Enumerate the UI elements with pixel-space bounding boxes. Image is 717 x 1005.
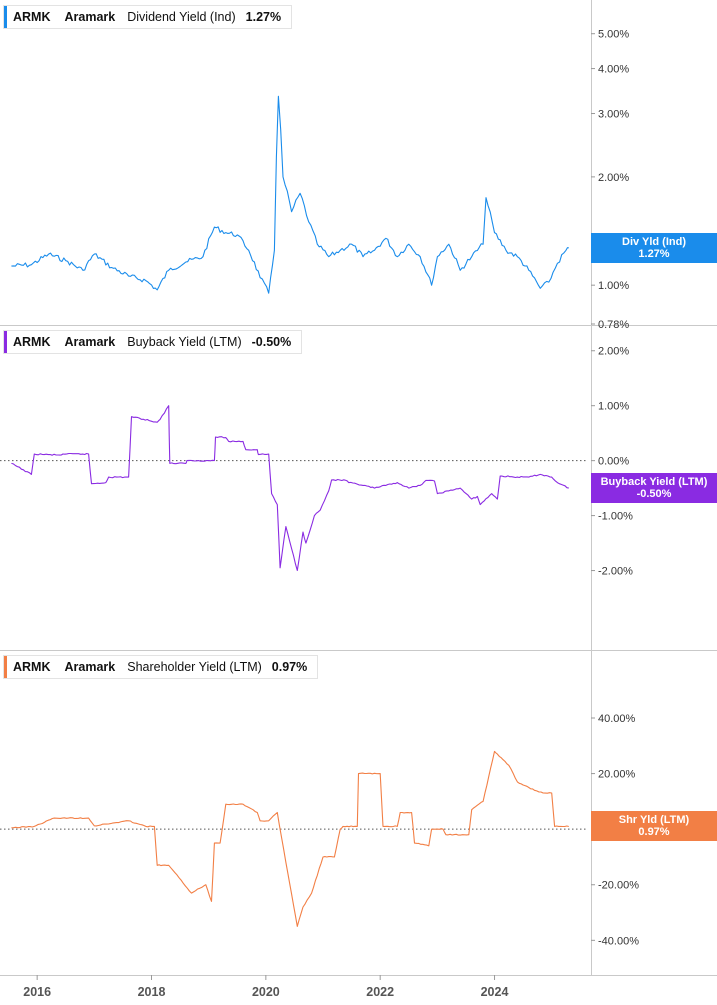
y-tick-label: -1.00% — [598, 511, 633, 523]
series-line — [11, 750, 569, 927]
legend-ticker: ARMK — [13, 10, 51, 24]
series-line — [11, 95, 569, 294]
y-tick-label: 0.00% — [598, 456, 629, 468]
badge-label: Buyback Yield (LTM) — [600, 476, 708, 489]
legend-value: -0.50% — [251, 335, 292, 349]
legend-value: 1.27% — [245, 10, 282, 24]
badge-value: 0.97% — [638, 826, 670, 839]
legend-company: Aramark — [64, 660, 116, 674]
badge-label: Shr Yld (LTM) — [618, 814, 690, 827]
series-line — [11, 405, 569, 572]
legend-color-bar — [4, 6, 7, 28]
y-tick-label: 2.00% — [598, 172, 629, 184]
x-tick-label: 2020 — [252, 985, 280, 999]
y-tick-label: 20.00% — [598, 769, 636, 781]
legend-company: Aramark — [64, 335, 116, 349]
badge-value: -0.50% — [636, 488, 672, 501]
y-tick-label: 40.00% — [598, 713, 636, 725]
legend-color-bar — [4, 656, 7, 678]
zero-lines — [0, 460, 586, 830]
legend-company: Aramark — [64, 10, 116, 24]
y-tick-label: -20.00% — [598, 880, 639, 892]
legend-ticker: ARMK — [13, 660, 51, 674]
y-tick-label: 1.00% — [598, 401, 629, 413]
y-tick-label: 3.00% — [598, 109, 629, 121]
legend-ticker: ARMK — [13, 335, 51, 349]
legend-metric: Buyback Yield (LTM) — [127, 335, 242, 349]
y-tick-label: 1.00% — [598, 280, 629, 292]
legend-metric: Shareholder Yield (LTM) — [127, 660, 262, 674]
x-tick-label: 2018 — [138, 985, 166, 999]
y-tick-label: 2.00% — [598, 346, 629, 358]
y-tick-label: 5.00% — [598, 29, 629, 41]
value-badge-buyback: Buyback Yield (LTM) -0.50% — [591, 473, 717, 504]
x-tick-label: 2022 — [366, 985, 394, 999]
value-badge-dividend: Div Yld (Ind) 1.27% — [591, 232, 717, 263]
legend-metric: Dividend Yield (Ind) — [127, 10, 236, 24]
y-tick-label: -40.00% — [598, 935, 639, 947]
x-tick-labels: 2016 2018 2020 2022 2024 — [23, 975, 508, 999]
x-tick-label: 2024 — [481, 985, 509, 999]
legend-buyback[interactable]: ARMK Aramark Buyback Yield (LTM) -0.50% — [3, 330, 303, 354]
y-tick-label: -2.00% — [598, 566, 633, 578]
badge-value: 1.27% — [638, 247, 670, 260]
value-badge-shareholder: Shr Yld (LTM) 0.97% — [591, 811, 717, 842]
legend-dividend[interactable]: ARMK Aramark Dividend Yield (Ind) 1.27% — [3, 5, 293, 29]
legend-color-bar — [4, 331, 7, 353]
x-tick-label: 2016 — [23, 985, 51, 999]
y-tick-label: 0.78% — [598, 319, 629, 331]
legend-value: 0.97% — [271, 660, 308, 674]
series-lines — [11, 95, 569, 927]
legend-shareholder[interactable]: ARMK Aramark Shareholder Yield (LTM) 0.9… — [3, 655, 319, 679]
badge-label: Div Yld (Ind) — [622, 235, 686, 248]
y-tick-label: 4.00% — [598, 64, 629, 76]
